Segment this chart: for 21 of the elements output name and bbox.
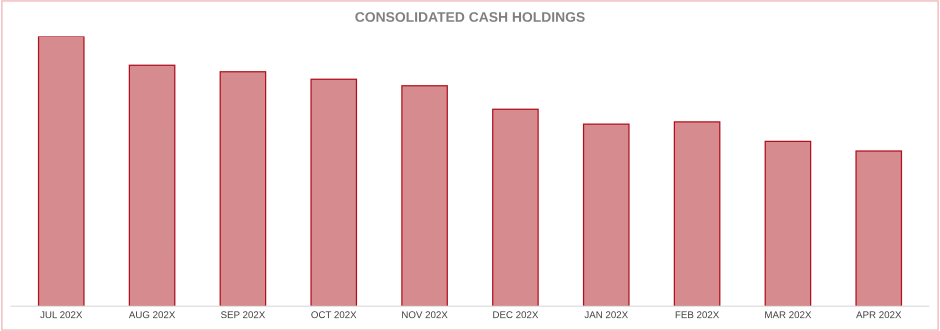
chart-title: CONSOLIDATED CASH HOLDINGS xyxy=(355,12,585,22)
x-tick-label: AUG 202X xyxy=(128,311,176,318)
x-tick-label: JUL 202X xyxy=(40,311,82,318)
bar xyxy=(492,108,539,306)
bar xyxy=(582,123,630,306)
bar xyxy=(38,36,85,306)
bar xyxy=(674,121,720,306)
bar xyxy=(310,78,358,306)
x-tick-label: OCT 202X xyxy=(311,311,356,318)
bar xyxy=(220,71,266,306)
x-tick-label: MAR 202X xyxy=(765,311,812,318)
x-tick-label: SEP 202X xyxy=(221,311,266,318)
x-tick-label: JAN 202X xyxy=(584,311,628,318)
x-tick-label: APR 202X xyxy=(856,311,902,318)
bar xyxy=(855,150,902,306)
bar xyxy=(128,64,176,306)
x-tick-label: DEC 202X xyxy=(493,311,538,318)
bar xyxy=(401,85,448,306)
bar xyxy=(764,140,812,306)
x-tick-label: NOV 202X xyxy=(402,311,448,318)
x-tick-label: FEB 202X xyxy=(676,311,720,318)
